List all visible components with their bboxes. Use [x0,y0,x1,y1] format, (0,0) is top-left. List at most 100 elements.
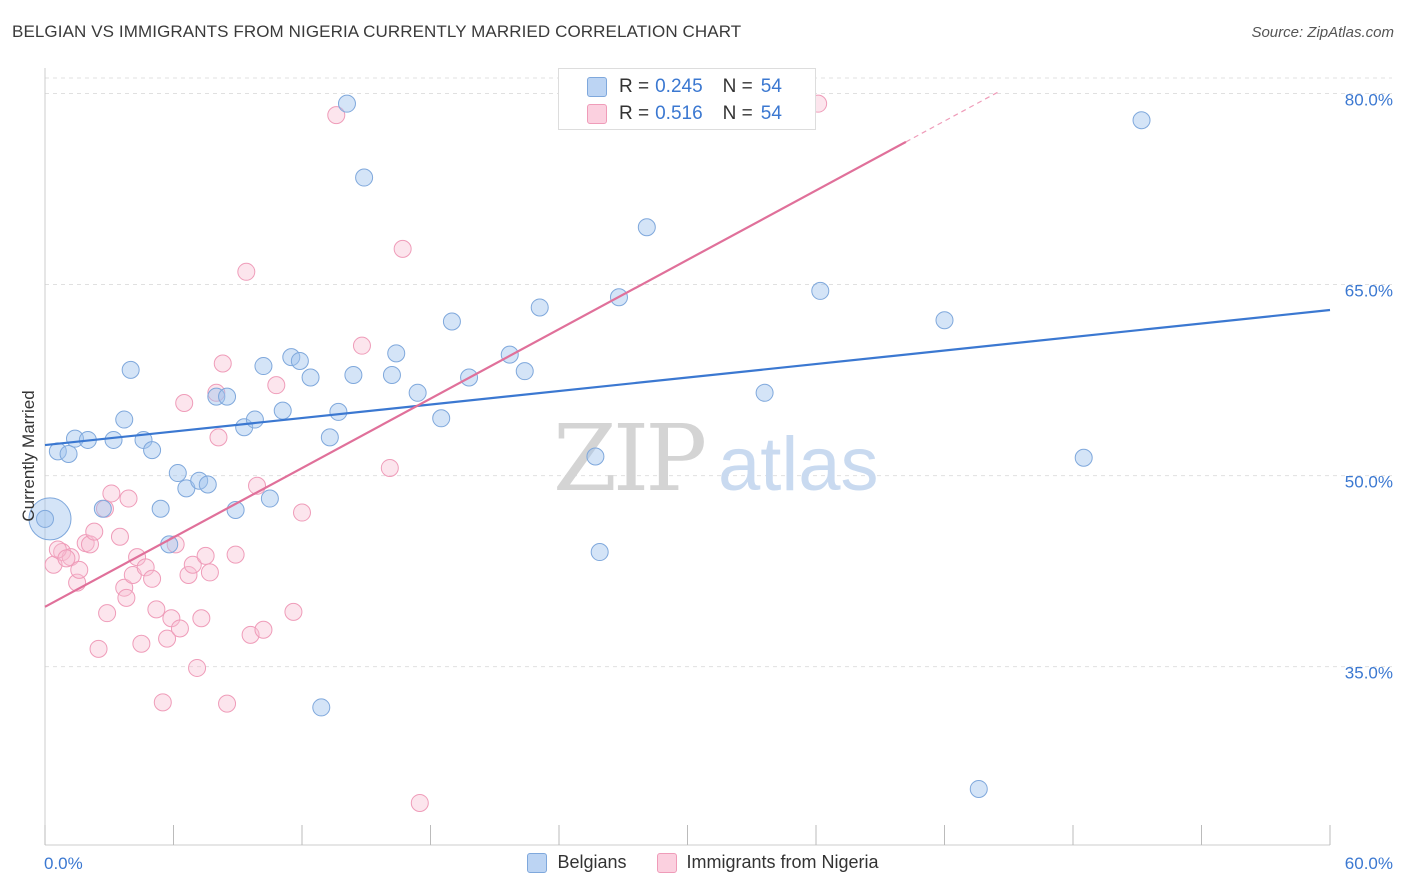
belgians-point [432,409,451,428]
nigeria-point [380,458,399,477]
belgians-point [586,447,605,466]
belgians-point [337,94,356,113]
belgians-point [301,368,320,387]
trend-layer [44,90,1331,608]
series-belgians-points [28,94,1151,798]
nigeria-point [102,484,121,503]
belgians-point [408,383,427,402]
legend-label-nigeria: Immigrants from Nigeria [686,852,879,872]
watermark-zip: ZIP [553,405,704,512]
nigeria-point [132,634,151,653]
nigeria-point [110,527,129,546]
nigeria-point [293,503,311,522]
nigeria-legend-swatch [656,852,677,873]
nigeria-point [117,588,136,607]
belgians-point [168,464,187,483]
y-tick-label: 65.0% [1345,282,1393,301]
belgians-point [273,401,292,420]
nigeria-point [179,565,198,584]
belgians-point [190,471,209,490]
belgians-legend-swatch [527,852,548,873]
nigeria-point [119,489,138,508]
belgians-point [151,499,170,518]
nigeria-point [143,569,162,588]
belgians-trend-line [44,308,1331,447]
x-tick-label: 60.0% [1345,854,1393,873]
belgians-point [312,698,331,717]
bottom-legend: Belgians Immigrants from Nigeria [0,852,1406,873]
x-tick-label: 0.0% [44,854,83,873]
y-tick-label: 35.0% [1345,664,1393,683]
nigeria-point [188,658,207,677]
nigeria-point [57,549,76,568]
nigeria-point [207,383,226,402]
belgians-point [282,348,301,367]
belgians-point [590,543,609,562]
y-tick-label: 50.0% [1345,473,1393,492]
legend-item-nigeria[interactable]: Immigrants from Nigeria [656,852,879,873]
belgians-point [755,383,774,402]
belgians-point [104,430,123,449]
belgians-point [969,779,988,798]
nigeria-point [410,793,429,812]
belgians-point [218,387,237,406]
belgians-point [36,509,54,528]
belgians-point [935,311,954,330]
nigeria-point [89,639,108,658]
legend-label-belgians: Belgians [557,852,627,872]
nigeria-point [226,545,245,564]
nigeria-point [147,600,166,619]
belgians-point [1074,448,1093,467]
nigeria-point [284,602,303,621]
chart-title: BELGIAN VS IMMIGRANTS FROM NIGERIA CURRE… [12,22,742,41]
nigeria-trend-extension [905,90,1001,143]
source-credit: Source: ZipAtlas.com [1251,24,1394,41]
belgians-point [93,499,112,518]
nigeria-point [170,619,189,638]
watermark: ZIP atlas [553,405,879,512]
nigeria-point [209,428,228,447]
watermark-atlas: atlas [718,422,879,507]
belgians-point [254,357,273,376]
belgians-point [442,312,461,331]
r-label: R = [619,103,650,124]
belgians-point [329,402,348,421]
belgians-point [207,387,226,406]
belgians-point [355,168,374,187]
nigeria-point [70,560,89,579]
axis-layer: 35.0% 50.0% 65.0% 80.0% 0.0% 60.0% [44,68,1393,873]
belgians-point [344,365,363,384]
belgians-point [260,489,279,508]
nigeria-point [192,609,211,628]
nigeria-point [218,694,237,713]
belgians-point [320,428,339,447]
belgians-point [28,497,72,541]
belgians-point [382,365,401,384]
nigeria-point [352,336,371,355]
n-value: 54 [760,76,782,97]
n-label: N = [722,76,753,97]
y-tick-label: 80.0% [1345,90,1393,109]
legend-item-belgians[interactable]: Belgians [527,852,627,873]
belgians-point [530,298,549,317]
belgians-swatch [587,77,607,97]
belgians-point [515,362,534,381]
belgians-point [59,444,78,463]
nigeria-point [200,563,219,582]
nigeria-point [183,555,202,574]
r-value: 0.516 [655,103,703,124]
nigeria-point [85,522,104,541]
belgians-point [811,281,830,300]
belgians-point [1132,111,1151,130]
belgians-point [198,475,217,494]
belgians-point [115,410,134,429]
stats-legend: R = 0.245 N = 54 R = 0.516 N = 54 [558,68,816,130]
stats-row-belgians: R = 0.245 N = 54 [587,74,782,100]
nigeria-point [254,620,273,639]
r-value: 0.245 [655,76,703,97]
nigeria-swatch [587,104,607,124]
nigeria-point [237,262,256,281]
y-axis-label: Currently Married [19,390,38,521]
nigeria-point [196,546,215,565]
